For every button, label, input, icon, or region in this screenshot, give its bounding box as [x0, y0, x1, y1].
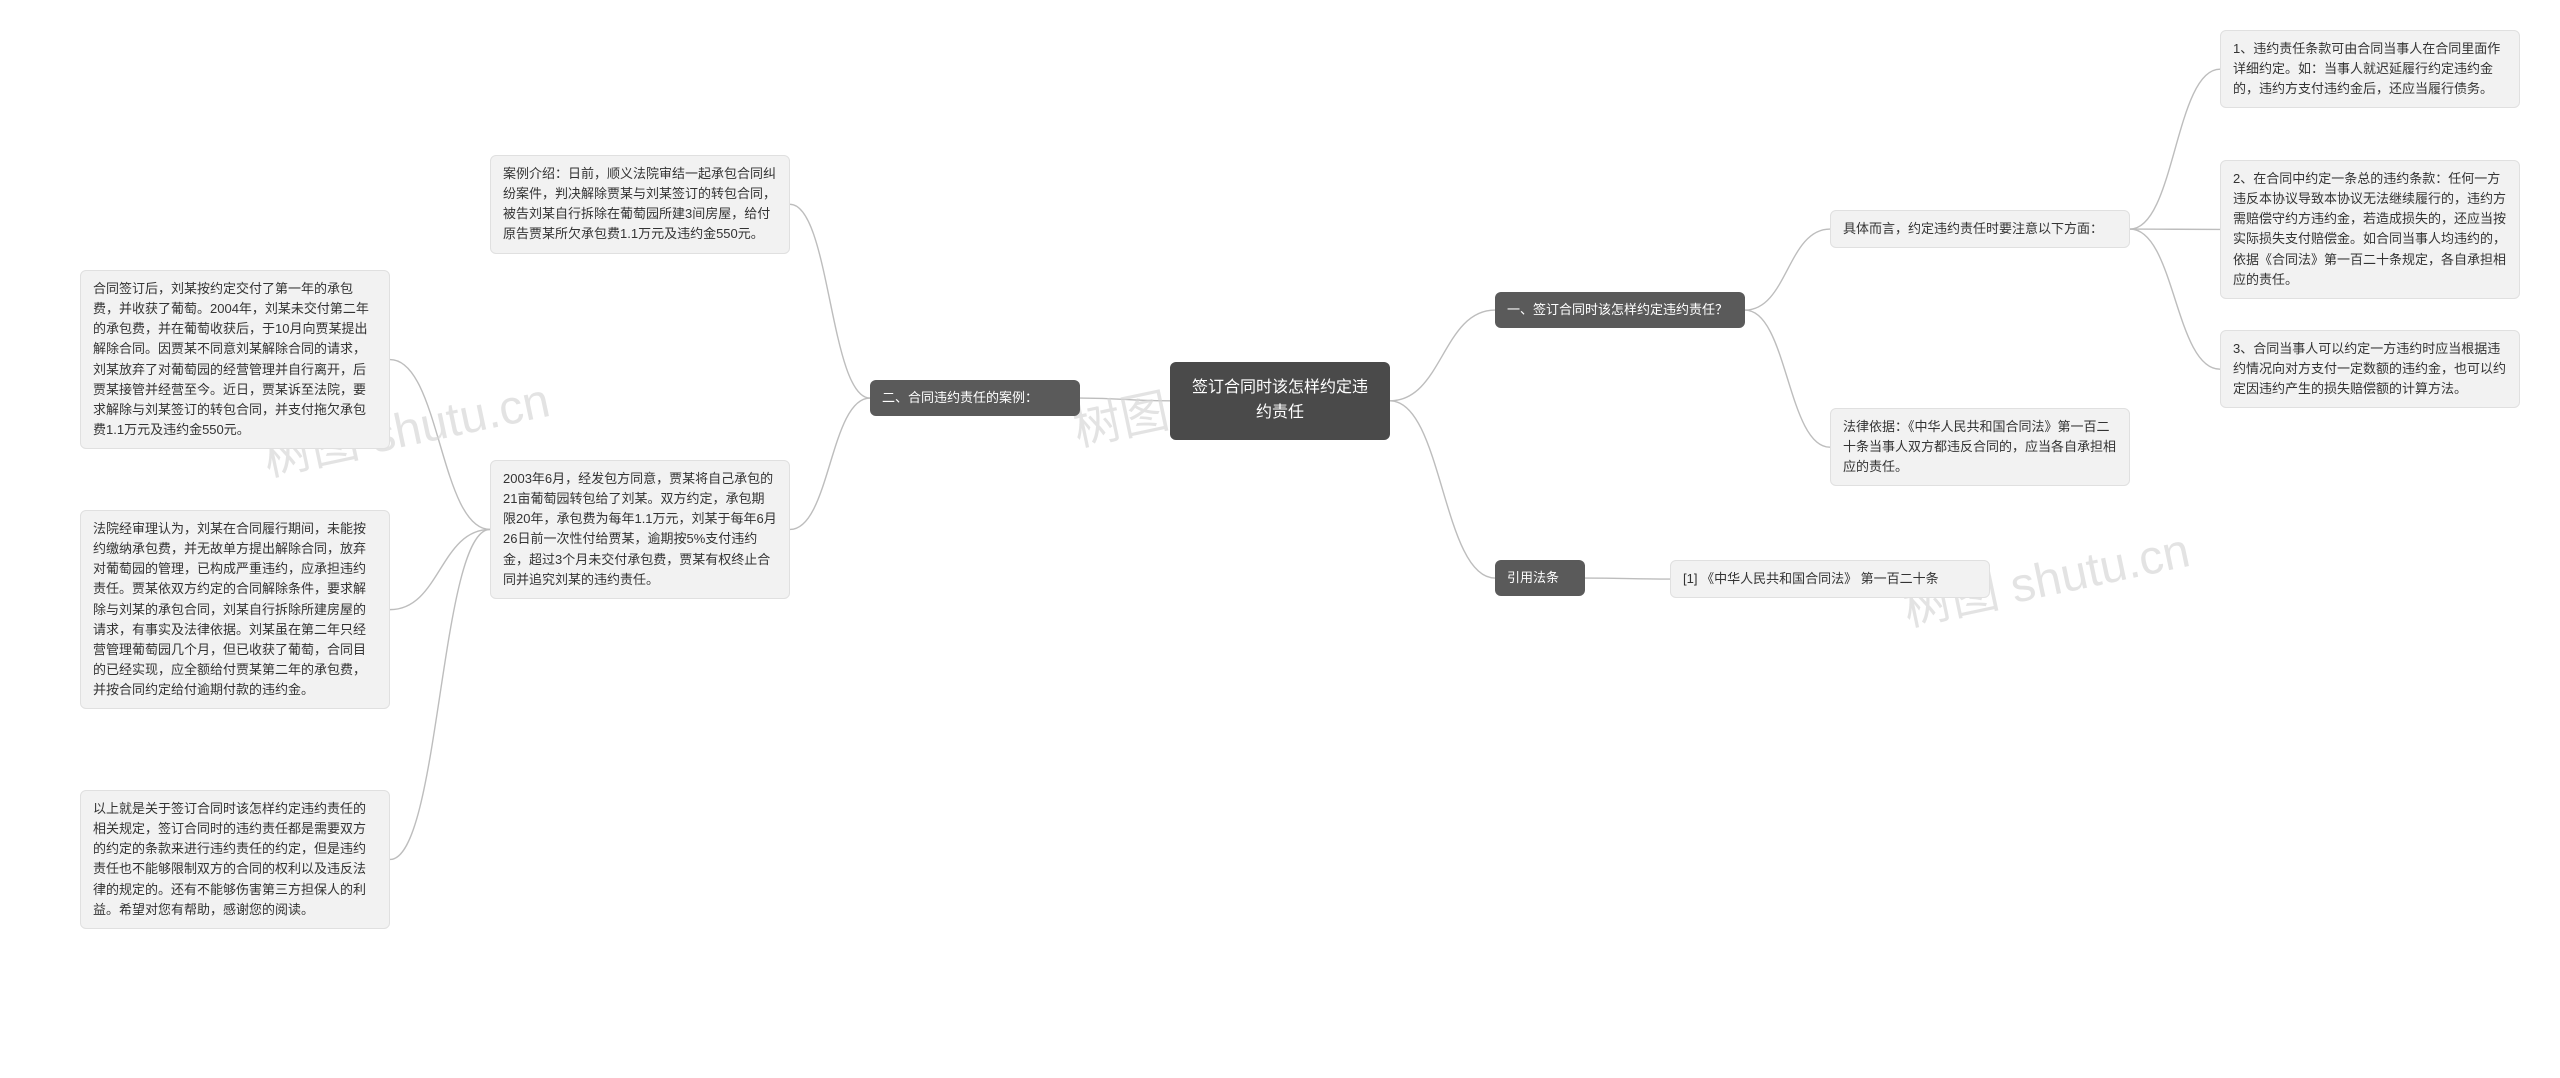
section-1-item-2: 2、在合同中约定一条总的违约条款：任何一方违反本协议导致本协议无法继续履行的，违… — [2220, 160, 2520, 299]
section-1-item-3: 3、合同当事人可以约定一方违约时应当根据违约情况向对方支付一定数额的违约金，也可… — [2220, 330, 2520, 408]
case-body: 2003年6月，经发包方同意，贾某将自己承包的21亩葡萄园转包给了刘某。双方约定… — [490, 460, 790, 599]
case-leaf-2: 法院经审理认为，刘某在合同履行期间，未能按约缴纳承包费，并无故单方提出解除合同，… — [80, 510, 390, 709]
case-leaf-1: 合同签订后，刘某按约定交付了第一年的承包费，并收获了葡萄。2004年，刘某未交付… — [80, 270, 390, 449]
case-leaf-3: 以上就是关于签订合同时该怎样约定违约责任的相关规定，签订合同时的违约责任都是需要… — [80, 790, 390, 929]
section-1-item-1: 1、违约责任条款可由合同当事人在合同里面作详细约定。如：当事人就迟延履行约定违约… — [2220, 30, 2520, 108]
cite-ref: [1] 《中华人民共和国合同法》 第一百二十条 — [1670, 560, 1990, 598]
section-cite: 引用法条 — [1495, 560, 1585, 596]
section-1-law: 法律依据：《中华人民共和国合同法》第一百二十条当事人双方都违反合同的，应当各自承… — [1830, 408, 2130, 486]
case-intro: 案例介绍：日前，顺义法院审结一起承包合同纠纷案件，判决解除贾某与刘某签订的转包合… — [490, 155, 790, 254]
root-node: 签订合同时该怎样约定违约责任 — [1170, 362, 1390, 440]
section-1-spec: 具体而言，约定违约责任时要注意以下方面： — [1830, 210, 2130, 248]
section-2: 二、合同违约责任的案例： — [870, 380, 1080, 416]
section-1: 一、签订合同时该怎样约定违约责任？ — [1495, 292, 1745, 328]
